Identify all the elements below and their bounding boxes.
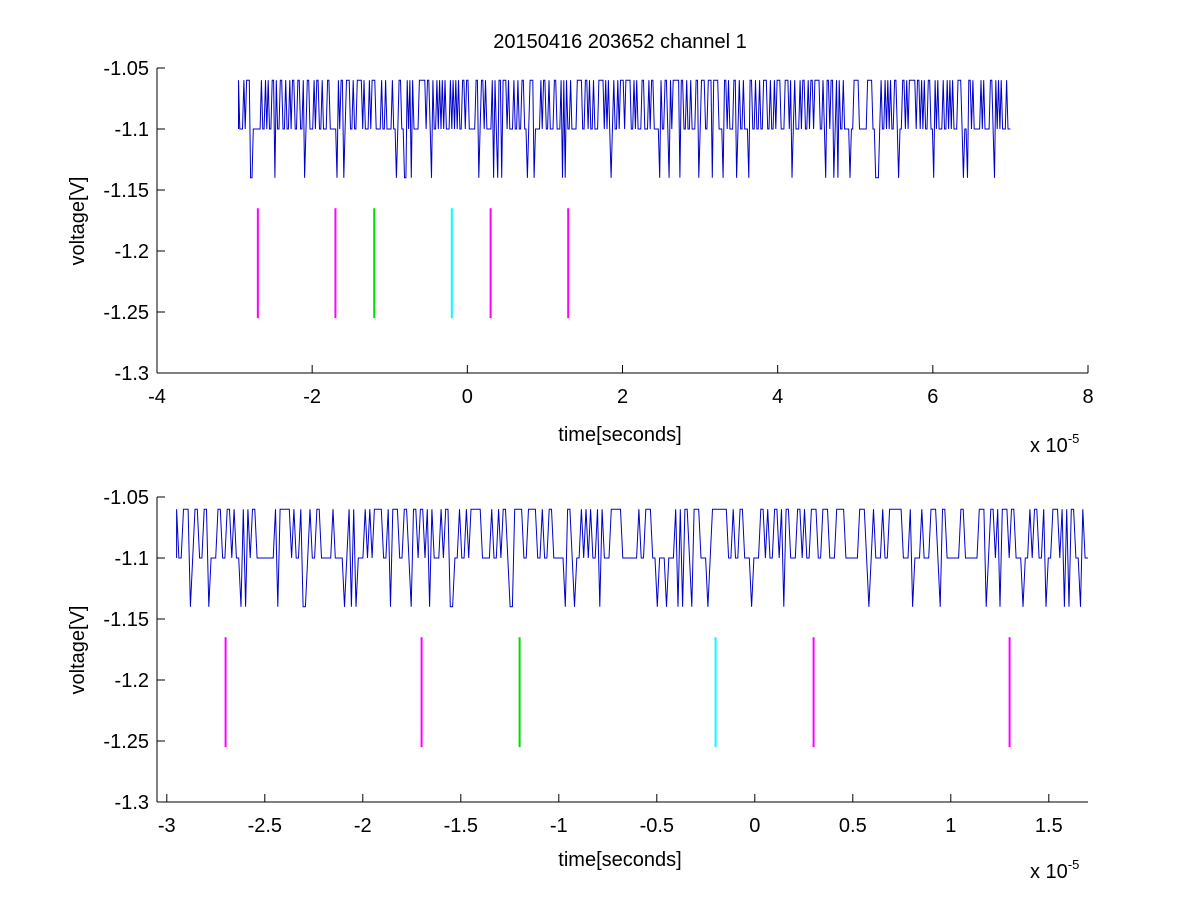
top-xlabel: time[seconds]	[558, 424, 681, 446]
bottom-ylabel: voltage[V]	[67, 606, 89, 695]
y-tick-label: -1.25	[103, 302, 149, 324]
top-x-exponent: x 10-5	[1030, 431, 1079, 457]
x-tick-label: -2	[354, 815, 372, 837]
x-tick-label: -2.5	[248, 815, 282, 837]
y-tick-label: -1.05	[103, 58, 149, 80]
x-tick-label: -4	[148, 386, 166, 408]
x-tick-label: 6	[927, 386, 938, 408]
x-tick-label: -1	[550, 815, 568, 837]
bottom-axes: time[seconds] voltage[V] x 10-5 -3 -2.5 -2…	[67, 487, 1088, 883]
x-tick-label: -2	[303, 386, 321, 408]
x-tick-label: 0.5	[839, 815, 867, 837]
signal-trace	[176, 508, 1088, 608]
y-tick-label: -1.1	[115, 119, 149, 141]
top-axes: time[seconds] voltage[V] x 10-5 -4 -2 0 2 4 6…	[67, 58, 1094, 457]
signal-trace	[238, 79, 1011, 179]
top-ylabel: voltage[V]	[67, 177, 89, 266]
figure-title: 20150416 203652 channel 1	[493, 31, 747, 53]
y-tick-label: -1.3	[115, 363, 149, 385]
bottom-xlabel: time[seconds]	[558, 849, 681, 871]
x-tick-label: 1.5	[1035, 815, 1063, 837]
x-tick-label: -3	[158, 815, 176, 837]
y-tick-label: -1.25	[103, 731, 149, 753]
x-tick-label: -0.5	[640, 815, 674, 837]
y-tick-label: -1.3	[115, 792, 149, 814]
x-tick-label: 4	[772, 386, 783, 408]
y-tick-label: -1.05	[103, 487, 149, 509]
y-tick-label: -1.1	[115, 548, 149, 570]
x-tick-label: 2	[617, 386, 628, 408]
y-tick-label: -1.15	[103, 180, 149, 202]
x-tick-label: 1	[945, 815, 956, 837]
y-tick-label: -1.2	[115, 241, 149, 263]
bottom-x-exponent: x 10-5	[1030, 857, 1079, 883]
x-tick-label: 0	[462, 386, 473, 408]
x-tick-label: 0	[749, 815, 760, 837]
x-tick-label: 8	[1082, 386, 1093, 408]
x-tick-label: -1.5	[444, 815, 478, 837]
y-tick-label: -1.2	[115, 670, 149, 692]
y-tick-label: -1.15	[103, 609, 149, 631]
